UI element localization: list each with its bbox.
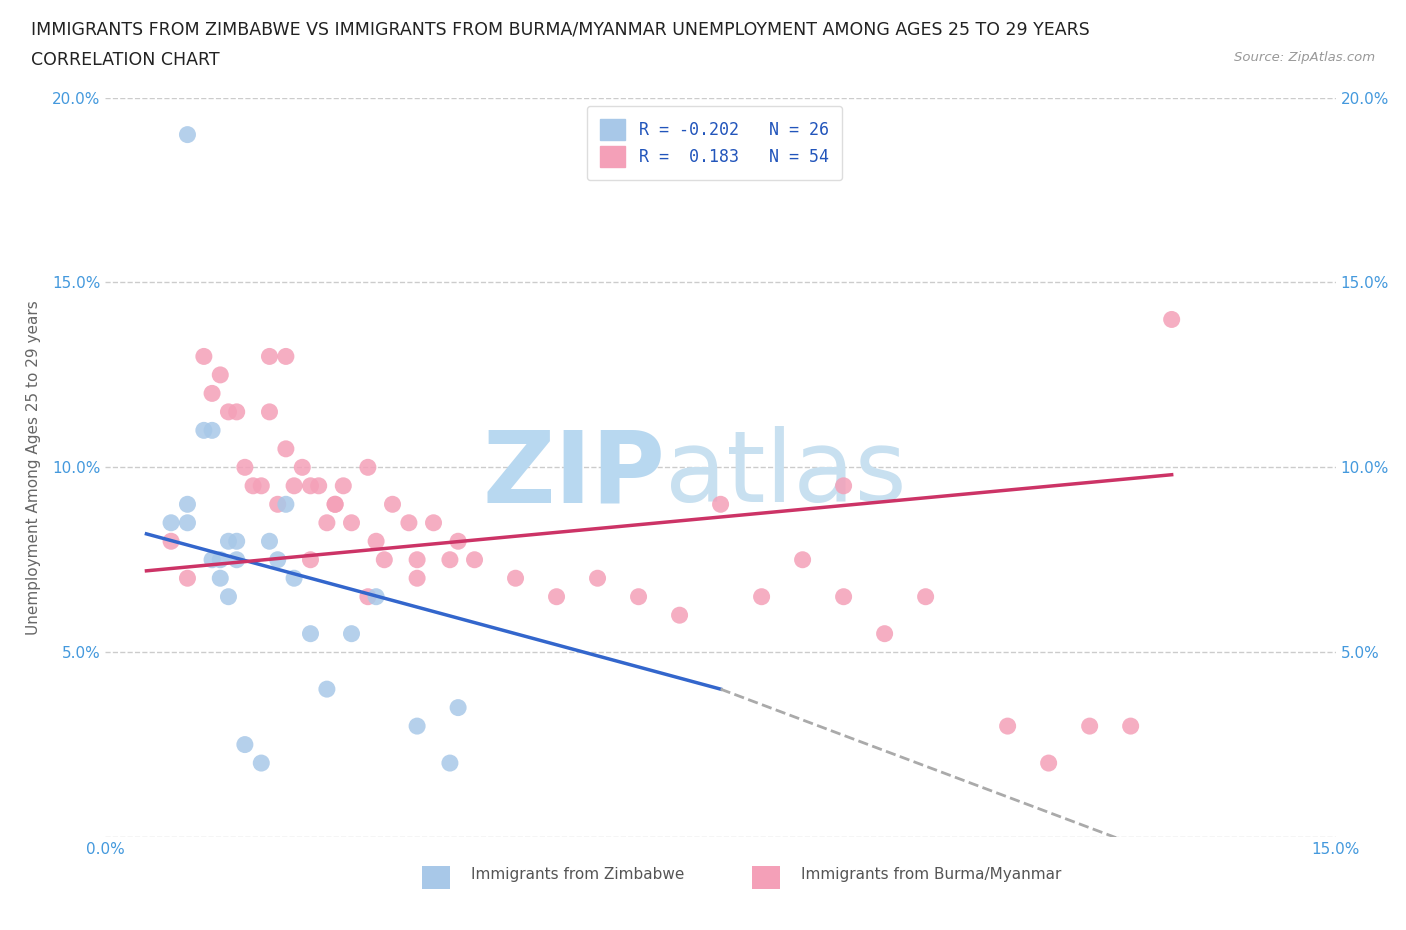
- Point: [340, 626, 363, 641]
- Point: [176, 571, 198, 586]
- Point: [283, 478, 305, 493]
- Point: [373, 552, 395, 567]
- Point: [233, 737, 256, 752]
- Point: [201, 423, 224, 438]
- Point: [914, 590, 936, 604]
- Point: [193, 349, 215, 364]
- Point: [668, 608, 690, 623]
- Point: [792, 552, 814, 567]
- Point: [332, 478, 354, 493]
- Point: [274, 497, 297, 512]
- Point: [439, 552, 461, 567]
- Point: [406, 552, 429, 567]
- Point: [447, 534, 470, 549]
- Point: [274, 442, 297, 457]
- Point: [366, 590, 388, 604]
- Point: [586, 571, 609, 586]
- Y-axis label: Unemployment Among Ages 25 to 29 years: Unemployment Among Ages 25 to 29 years: [27, 300, 41, 634]
- Point: [160, 534, 183, 549]
- Point: [710, 497, 733, 512]
- Point: [1119, 719, 1142, 734]
- Point: [316, 515, 339, 530]
- Point: [323, 497, 346, 512]
- Point: [225, 552, 247, 567]
- Point: [160, 515, 183, 530]
- Point: [259, 534, 281, 549]
- Point: [316, 682, 339, 697]
- Text: atlas: atlas: [665, 426, 907, 524]
- Text: Source: ZipAtlas.com: Source: ZipAtlas.com: [1234, 51, 1375, 64]
- Point: [267, 497, 290, 512]
- Point: [176, 127, 198, 142]
- Point: [283, 571, 305, 586]
- Point: [299, 552, 322, 567]
- Text: ZIP: ZIP: [482, 426, 665, 524]
- Point: [323, 497, 346, 512]
- Point: [299, 626, 322, 641]
- Point: [366, 534, 388, 549]
- Point: [546, 590, 568, 604]
- Point: [873, 626, 896, 641]
- Point: [209, 571, 232, 586]
- Point: [340, 515, 363, 530]
- Point: [299, 478, 322, 493]
- Point: [447, 700, 470, 715]
- Point: [242, 478, 264, 493]
- Point: [176, 515, 198, 530]
- Text: Immigrants from Burma/Myanmar: Immigrants from Burma/Myanmar: [801, 867, 1062, 882]
- Point: [267, 552, 290, 567]
- Point: [308, 478, 330, 493]
- Point: [201, 552, 224, 567]
- Point: [250, 478, 273, 493]
- Point: [250, 755, 273, 770]
- Point: [627, 590, 650, 604]
- Point: [225, 405, 247, 419]
- Point: [398, 515, 420, 530]
- Point: [464, 552, 486, 567]
- Text: IMMIGRANTS FROM ZIMBABWE VS IMMIGRANTS FROM BURMA/MYANMAR UNEMPLOYMENT AMONG AGE: IMMIGRANTS FROM ZIMBABWE VS IMMIGRANTS F…: [31, 20, 1090, 38]
- Point: [1160, 312, 1182, 326]
- Point: [259, 405, 281, 419]
- Point: [832, 590, 855, 604]
- Point: [381, 497, 404, 512]
- Point: [291, 459, 314, 474]
- Point: [233, 459, 256, 474]
- Point: [1038, 755, 1060, 770]
- Point: [505, 571, 527, 586]
- Point: [218, 534, 240, 549]
- Point: [1078, 719, 1101, 734]
- Text: Immigrants from Zimbabwe: Immigrants from Zimbabwe: [471, 867, 685, 882]
- Point: [218, 590, 240, 604]
- Point: [357, 590, 380, 604]
- Point: [751, 590, 773, 604]
- Point: [176, 497, 198, 512]
- Legend: R = -0.202   N = 26, R =  0.183   N = 54: R = -0.202 N = 26, R = 0.183 N = 54: [586, 106, 842, 180]
- Point: [406, 719, 429, 734]
- Point: [193, 423, 215, 438]
- Point: [406, 571, 429, 586]
- Point: [218, 405, 240, 419]
- Point: [357, 459, 380, 474]
- Point: [201, 386, 224, 401]
- Text: CORRELATION CHART: CORRELATION CHART: [31, 51, 219, 69]
- Point: [274, 349, 297, 364]
- Point: [832, 478, 855, 493]
- Point: [997, 719, 1019, 734]
- Point: [209, 552, 232, 567]
- Point: [439, 755, 461, 770]
- Point: [209, 367, 232, 382]
- Point: [422, 515, 444, 530]
- Point: [259, 349, 281, 364]
- Point: [225, 534, 247, 549]
